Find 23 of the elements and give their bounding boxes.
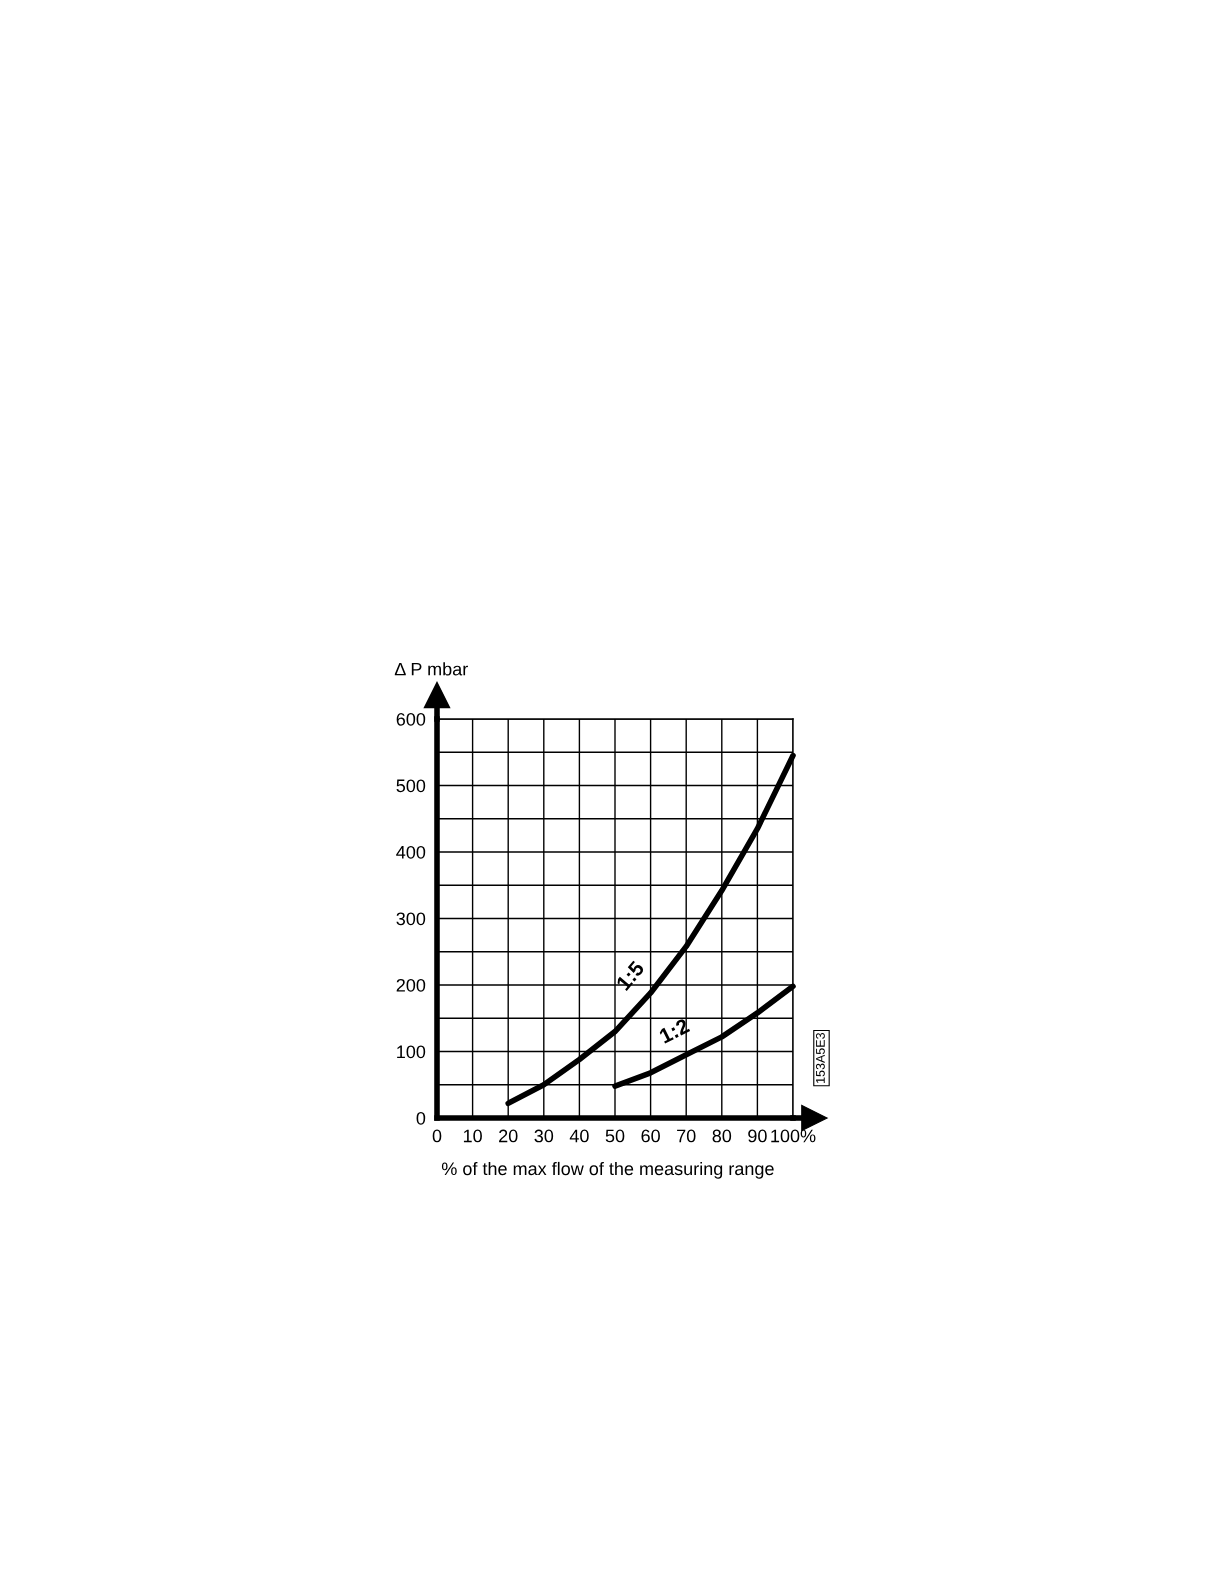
x-tick-label: 50	[605, 1129, 625, 1143]
y-tick-label: 300	[396, 912, 426, 926]
x-tick-label: 80	[712, 1129, 732, 1143]
x-tick-label: 70	[677, 1129, 696, 1143]
y-tick-label: 200	[396, 978, 426, 992]
y-tick-label: 500	[396, 779, 426, 793]
y-tick-label: 100	[397, 1045, 426, 1059]
x-tick-label: 40	[569, 1129, 589, 1143]
y-axis-title: Δ P mbar	[394, 662, 468, 676]
x-tick-label: 60	[641, 1129, 660, 1143]
x-tick-label: 90	[748, 1129, 767, 1143]
text: 153A5E3	[815, 1032, 825, 1083]
text: 1:2	[658, 1017, 691, 1044]
y-tick-label: 600	[396, 712, 426, 726]
text: 1:5	[615, 960, 645, 992]
y-tick-label: 0	[416, 1111, 426, 1125]
x-tick-label: 100%	[771, 1129, 816, 1143]
y-tick-label: 400	[396, 845, 426, 859]
x-tick-label: 30	[534, 1129, 554, 1143]
x-axis-title: % of the max flow of the measuring range	[441, 1161, 774, 1179]
x-tick-label: 20	[499, 1129, 518, 1143]
x-tick-label: 10	[463, 1129, 482, 1143]
x-tick-label: 0	[432, 1129, 442, 1143]
